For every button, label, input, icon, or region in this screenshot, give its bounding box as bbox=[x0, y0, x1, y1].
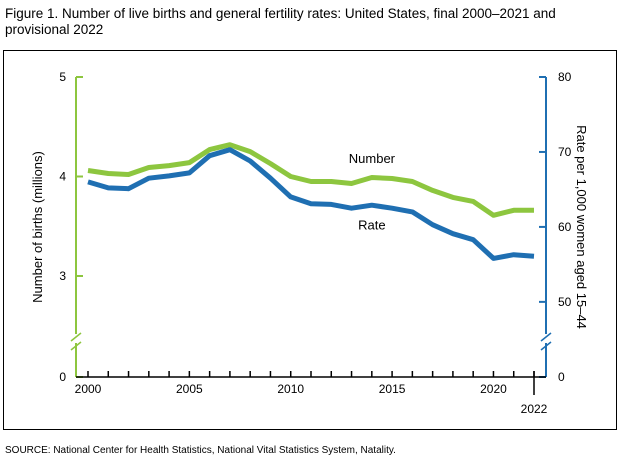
figure-title: Figure 1. Number of live births and gene… bbox=[5, 6, 556, 37]
x-axis-tick-label: 2020 bbox=[480, 382, 507, 396]
right-axis-title: Rate per 1,000 women aged 15–44 bbox=[574, 125, 589, 329]
left-axis-break bbox=[70, 332, 82, 342]
left-axis-title: Number of births (millions) bbox=[30, 151, 45, 303]
series-label-number: Number bbox=[349, 151, 396, 166]
source-note: SOURCE: National Center for Health Stati… bbox=[5, 445, 396, 456]
x-axis-tick-label: 2005 bbox=[176, 382, 203, 396]
x-axis-extra-label: 2022 bbox=[521, 402, 548, 416]
right-axis-tick-label: 80 bbox=[558, 70, 572, 84]
left-axis-tick-label: 3 bbox=[59, 269, 66, 283]
right-axis-break bbox=[540, 341, 552, 351]
left-axis-tick-label: 4 bbox=[59, 170, 66, 184]
x-axis-tick-label: 2015 bbox=[379, 382, 406, 396]
left-axis-break bbox=[70, 341, 82, 351]
right-axis-tick-label: 50 bbox=[558, 295, 572, 309]
series-line-number bbox=[87, 142, 534, 218]
x-axis-tick-label: 2000 bbox=[75, 382, 102, 396]
left-axis-tick-label: 0 bbox=[59, 370, 66, 384]
series-line-rate bbox=[87, 147, 535, 261]
right-axis-tick-label: 70 bbox=[558, 145, 572, 159]
right-axis-break bbox=[540, 332, 552, 342]
x-axis-tick-label: 2010 bbox=[277, 382, 304, 396]
left-axis-tick-label: 5 bbox=[59, 70, 66, 84]
chart-frame: 0 3 4 5 0 50 60 70 80 2000 2005 2010 2015 2020 2022 Num… bbox=[3, 50, 617, 430]
right-axis-tick-label: 0 bbox=[558, 370, 565, 384]
series-label-rate: Rate bbox=[358, 217, 385, 232]
right-axis-tick-label: 60 bbox=[558, 220, 572, 234]
